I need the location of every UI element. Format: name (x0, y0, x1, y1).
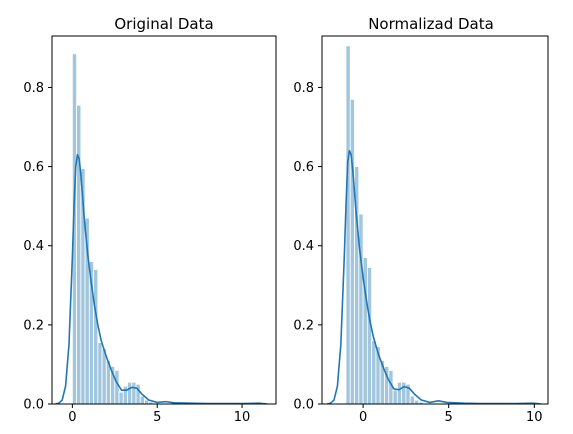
x-tick-label: 0 (68, 410, 76, 425)
y-tick-label: 0.0 (293, 398, 314, 413)
histogram-bar (122, 385, 128, 404)
chart-panel-normalized: Normalizad Data 0 5 10 0.0 0.2 0.4 0.6 0.8 (293, 15, 549, 425)
histogram-bar (118, 391, 124, 404)
histogram-bar (76, 104, 82, 404)
y-tick-label: 0.8 (293, 81, 314, 96)
y-tick-label: 0.4 (293, 239, 314, 254)
histogram-bar (139, 395, 145, 404)
x-tick-label: 5 (445, 410, 453, 425)
y-tick-label: 0.4 (23, 239, 44, 254)
x-tick-label: 5 (153, 410, 161, 425)
histogram-bar (396, 381, 403, 404)
y-tick-label: 0.0 (23, 398, 44, 413)
histogram-bar (135, 383, 141, 404)
histogram-bar (414, 399, 420, 404)
y-tick-label: 0.6 (293, 160, 314, 175)
chart-title: Normalizad Data (368, 15, 494, 33)
histogram-bar (405, 383, 411, 404)
histogram-bar (409, 395, 415, 404)
y-tick-label: 0.2 (23, 318, 44, 333)
histogram-bar (93, 269, 99, 404)
histogram-bar (131, 381, 137, 404)
chart-panel-original: Original Data 0 5 10 0.0 0.2 0.4 0.6 0.8 (23, 15, 277, 425)
x-tick-label: 10 (234, 410, 251, 425)
axes-frame (51, 35, 277, 405)
histogram-bar (418, 401, 424, 404)
plot-area (326, 45, 542, 404)
plot-area (55, 53, 268, 404)
histogram-bar (366, 267, 373, 404)
y-tick-label: 0.8 (23, 81, 44, 96)
axes-frame (321, 35, 549, 405)
histogram-bar (127, 381, 133, 404)
x-tick-label: 10 (526, 410, 543, 425)
kde-line (326, 149, 542, 404)
y-tick-label: 0.6 (23, 160, 44, 175)
x-tick-label: 0 (359, 410, 367, 425)
histogram-bar (349, 98, 355, 404)
kde-line (55, 153, 268, 404)
histogram-bar (392, 389, 398, 404)
chart-title: Original Data (114, 15, 213, 33)
histogram-bar (148, 401, 154, 404)
histogram-bar (114, 369, 120, 404)
histogram-bar (371, 340, 377, 404)
histogram-bar (144, 399, 150, 404)
histogram-bar (345, 45, 351, 404)
y-tick-label: 0.2 (293, 318, 314, 333)
histogram-bar (401, 381, 407, 404)
histogram-bar (97, 342, 103, 404)
